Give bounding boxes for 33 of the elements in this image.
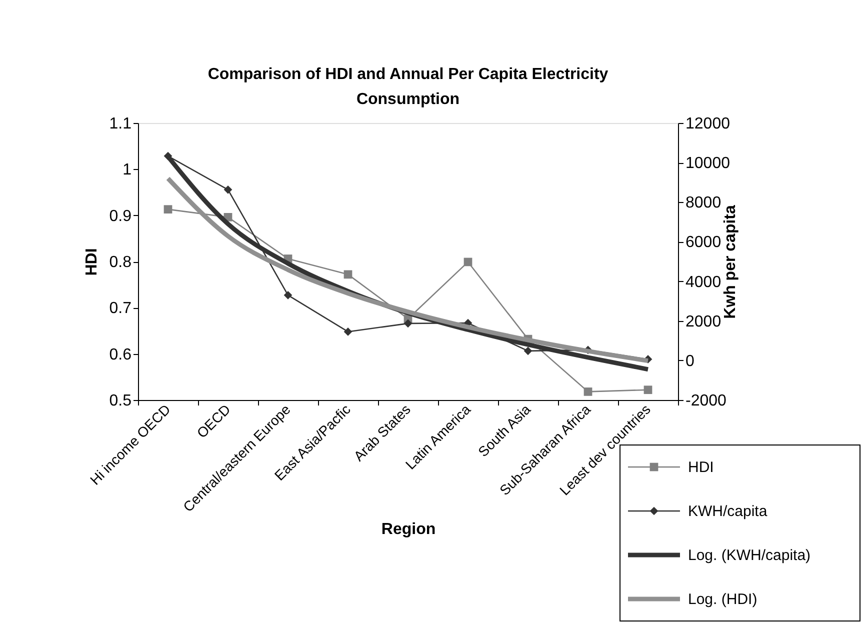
y2-tick-label: 12000 [686,116,730,132]
y2-tick-label: 0 [686,352,694,370]
y-tick-label: 0.9 [109,208,132,225]
y-tick-label: 0.8 [109,254,132,271]
point [464,258,472,266]
point [284,290,292,300]
point [524,346,532,356]
legend-label: KWH/capita [688,503,768,520]
point [404,319,412,328]
y-tick-label: 1.1 [109,116,132,132]
y-tick-label: 1 [122,162,132,179]
legend-label: Log. (HDI) [688,591,758,608]
point [644,386,652,394]
point [584,388,592,396]
legend-label: HDI [688,459,714,476]
y-tick-label: 0.5 [109,392,132,410]
y-tick-label: 0.7 [109,300,132,318]
y2-tick-label: 8000 [686,194,722,212]
point [224,185,232,194]
y2-tick-label: -2000 [686,392,727,410]
y-axis-title: HDI [83,248,100,276]
y2-tick-label: 2000 [686,313,722,330]
point [164,205,172,214]
chart-title: Comparison of HDI and Annual Per Capita Electricity Consumption [208,66,608,108]
x-axis-title: Region [381,520,436,538]
y-tick-label: 0.6 [109,346,132,364]
point [344,270,352,279]
point [344,328,352,336]
y2-tick-label: 6000 [686,234,722,252]
legend-label: Log. (KWH/capita) [688,547,811,564]
y2-axis-title: Kwh per capita [722,205,739,319]
y2-tick-label: 4000 [686,274,722,291]
y2-tick-label: 10000 [686,155,730,172]
